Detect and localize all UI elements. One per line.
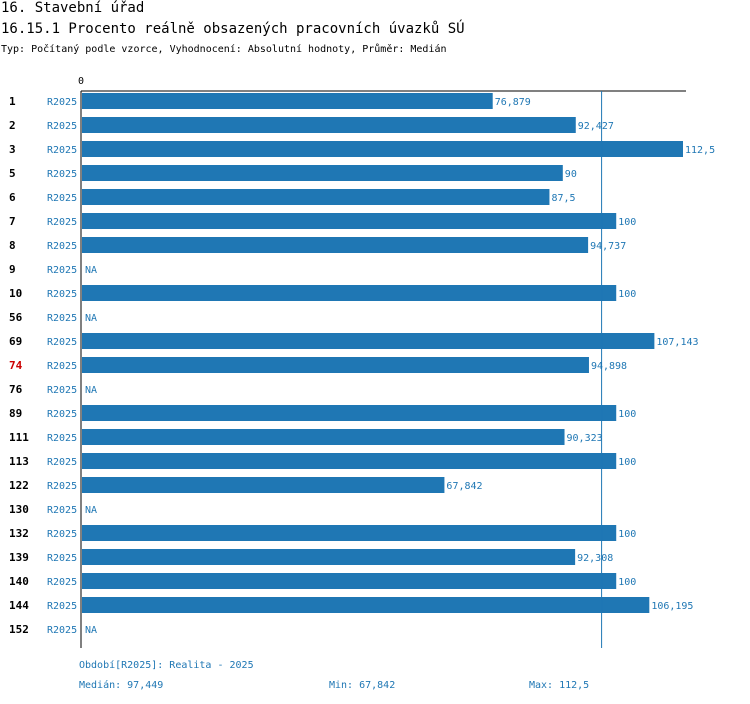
- period-label: R2025: [47, 529, 77, 540]
- data-label: 100: [618, 289, 636, 300]
- data-label-na: NA: [85, 505, 97, 516]
- data-label: 112,5: [685, 145, 715, 156]
- data-label: 92,308: [577, 553, 613, 564]
- period-label: R2025: [47, 193, 77, 204]
- bar: [82, 573, 617, 589]
- bar: [82, 549, 576, 565]
- category-label: 144: [9, 599, 29, 612]
- data-label-na: NA: [85, 625, 97, 636]
- data-label: 90,323: [567, 433, 603, 444]
- bar: [82, 333, 655, 349]
- bar: [82, 141, 683, 157]
- category-label: 74: [9, 359, 23, 372]
- period-label: R2025: [47, 457, 77, 468]
- bar: [82, 213, 617, 229]
- period-label: R2025: [47, 97, 77, 108]
- period-label: R2025: [47, 265, 77, 276]
- data-label: 90: [565, 169, 577, 180]
- chart-type-line: Typ: Počítaný podle vzorce, Vyhodnocení:…: [1, 44, 447, 55]
- data-label: 100: [618, 529, 636, 540]
- data-label: 94,737: [590, 241, 626, 252]
- period-label: R2025: [47, 625, 77, 636]
- category-label: 2: [9, 119, 16, 132]
- chart-title: 16. Stavební úřad: [1, 0, 145, 16]
- bar: [82, 453, 617, 469]
- category-label: 89: [9, 407, 22, 420]
- category-label: 140: [9, 575, 29, 588]
- period-label: R2025: [47, 577, 77, 588]
- chart-subtitle: 16.15.1 Procento reálně obsazených praco…: [1, 21, 465, 37]
- data-label: 76,879: [495, 97, 531, 108]
- category-label: 122: [9, 479, 29, 492]
- bar: [82, 237, 589, 253]
- data-label: 87,5: [551, 193, 575, 204]
- data-label: 106,195: [651, 601, 693, 612]
- category-label: 113: [9, 455, 29, 468]
- category-label: 3: [9, 143, 16, 156]
- period-label: R2025: [47, 433, 77, 444]
- period-label: R2025: [47, 601, 77, 612]
- footer-min: Min: 67,842: [329, 680, 396, 691]
- category-label: 139: [9, 551, 29, 564]
- bar: [82, 525, 617, 541]
- category-label: 130: [9, 503, 29, 516]
- bar: [82, 285, 617, 301]
- data-label: 100: [618, 409, 636, 420]
- category-label: 132: [9, 527, 29, 540]
- data-label-na: NA: [85, 313, 97, 324]
- data-label: 100: [618, 457, 636, 468]
- bar: [82, 429, 565, 445]
- category-label: 8: [9, 239, 16, 252]
- period-label: R2025: [47, 169, 77, 180]
- category-label: 76: [9, 383, 23, 396]
- data-label: 100: [618, 577, 636, 588]
- period-label: R2025: [47, 409, 77, 420]
- category-label: 10: [9, 287, 22, 300]
- data-label-na: NA: [85, 385, 97, 396]
- category-label: 111: [9, 431, 29, 444]
- bar: [82, 93, 493, 109]
- bar: [82, 165, 563, 181]
- period-label: R2025: [47, 385, 77, 396]
- data-label: 92,427: [578, 121, 614, 132]
- footer-period: Období[R2025]: Realita - 2025: [79, 660, 254, 671]
- period-label: R2025: [47, 337, 77, 348]
- data-label: 94,898: [591, 361, 627, 372]
- category-label: 6: [9, 191, 16, 204]
- category-label: 7: [9, 215, 16, 228]
- data-label: 100: [618, 217, 636, 228]
- footer-max: Max: 112,5: [529, 680, 590, 691]
- period-label: R2025: [47, 361, 77, 372]
- bar: [82, 189, 550, 205]
- bar: [82, 597, 650, 613]
- bar: [82, 405, 617, 421]
- data-label: 67,842: [446, 481, 482, 492]
- data-label: 107,143: [656, 337, 698, 348]
- period-label: R2025: [47, 289, 77, 300]
- category-label: 1: [9, 95, 16, 108]
- period-label: R2025: [47, 241, 77, 252]
- category-label: 9: [9, 263, 16, 276]
- period-label: R2025: [47, 217, 77, 228]
- category-label: 152: [9, 623, 29, 636]
- category-label: 69: [9, 335, 22, 348]
- data-label-na: NA: [85, 265, 97, 276]
- footer-median: Medián: 97,449: [79, 680, 164, 691]
- period-label: R2025: [47, 313, 77, 324]
- period-label: R2025: [47, 553, 77, 564]
- bar: [82, 357, 589, 373]
- period-label: R2025: [47, 481, 77, 492]
- period-label: R2025: [47, 145, 77, 156]
- category-label: 5: [9, 167, 16, 180]
- category-label: 56: [9, 311, 23, 324]
- x-tick-label: 0: [78, 76, 84, 87]
- bar: [82, 477, 445, 493]
- bar: [82, 117, 576, 133]
- period-label: R2025: [47, 121, 77, 132]
- period-label: R2025: [47, 505, 77, 516]
